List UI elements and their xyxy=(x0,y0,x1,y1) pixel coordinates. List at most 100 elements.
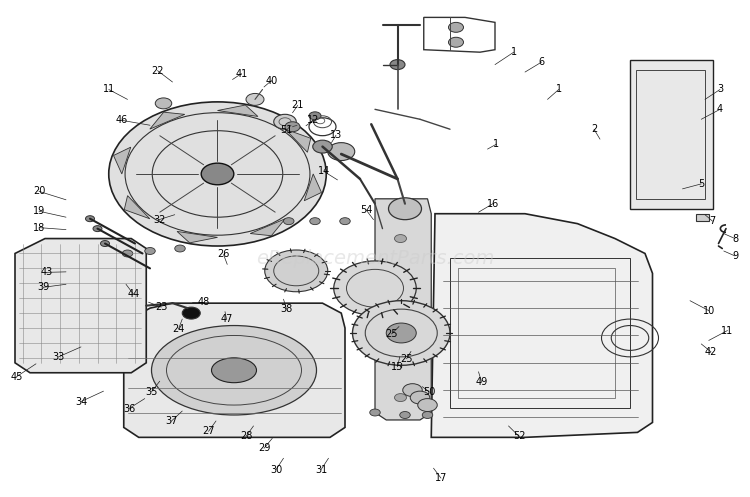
Circle shape xyxy=(394,274,406,282)
Text: 43: 43 xyxy=(40,267,53,277)
Polygon shape xyxy=(304,174,322,201)
Text: 39: 39 xyxy=(38,282,50,292)
Circle shape xyxy=(109,102,326,246)
Polygon shape xyxy=(696,214,709,221)
Polygon shape xyxy=(150,112,184,129)
Text: 28: 28 xyxy=(240,431,252,441)
Circle shape xyxy=(155,98,172,109)
Polygon shape xyxy=(375,199,431,420)
Text: 38: 38 xyxy=(280,304,292,314)
Text: 1: 1 xyxy=(556,84,562,94)
Text: 19: 19 xyxy=(33,206,45,216)
Circle shape xyxy=(352,301,450,365)
Text: 51: 51 xyxy=(280,125,292,135)
Text: 54: 54 xyxy=(360,205,372,215)
Bar xyxy=(636,70,705,199)
Circle shape xyxy=(394,314,406,322)
Text: 30: 30 xyxy=(270,465,282,475)
Text: 14: 14 xyxy=(318,166,330,176)
Circle shape xyxy=(422,412,433,418)
Polygon shape xyxy=(431,214,652,437)
Circle shape xyxy=(394,354,406,362)
Circle shape xyxy=(274,114,296,129)
Circle shape xyxy=(201,163,234,185)
Circle shape xyxy=(448,37,464,47)
Circle shape xyxy=(418,399,437,412)
Circle shape xyxy=(284,218,294,225)
Text: 3: 3 xyxy=(717,84,723,94)
Circle shape xyxy=(100,241,109,247)
Text: eReplacementParts.com: eReplacementParts.com xyxy=(256,249,494,268)
Text: 20: 20 xyxy=(33,186,45,196)
Circle shape xyxy=(182,307,200,319)
Circle shape xyxy=(448,22,464,32)
Text: 23: 23 xyxy=(155,302,167,312)
Text: 24: 24 xyxy=(172,324,184,334)
Text: 18: 18 xyxy=(33,223,45,233)
Text: 49: 49 xyxy=(476,377,488,387)
Text: 37: 37 xyxy=(165,416,177,426)
Text: 44: 44 xyxy=(128,289,140,299)
Text: 8: 8 xyxy=(732,234,738,244)
Text: 7: 7 xyxy=(710,216,716,226)
Text: 40: 40 xyxy=(266,76,278,85)
Text: 33: 33 xyxy=(53,352,64,362)
Circle shape xyxy=(403,384,422,397)
Text: 6: 6 xyxy=(538,57,544,67)
Text: 1: 1 xyxy=(511,47,517,57)
Text: 12: 12 xyxy=(308,115,320,125)
Polygon shape xyxy=(113,147,130,174)
Text: 9: 9 xyxy=(732,251,738,261)
Circle shape xyxy=(285,122,300,132)
Bar xyxy=(630,60,712,209)
Text: 15: 15 xyxy=(392,362,404,372)
Circle shape xyxy=(313,140,332,153)
Text: 46: 46 xyxy=(116,115,128,125)
Ellipse shape xyxy=(211,358,256,383)
Polygon shape xyxy=(177,232,218,243)
Polygon shape xyxy=(124,303,345,437)
Text: 10: 10 xyxy=(703,306,715,316)
Circle shape xyxy=(93,226,102,232)
Text: 22: 22 xyxy=(152,66,164,76)
Text: 34: 34 xyxy=(75,397,87,407)
Text: 36: 36 xyxy=(123,404,135,414)
Text: 50: 50 xyxy=(423,387,435,397)
Text: 17: 17 xyxy=(435,473,447,483)
Text: 25: 25 xyxy=(386,329,398,339)
Text: 52: 52 xyxy=(513,431,525,441)
Text: 42: 42 xyxy=(705,347,717,357)
Circle shape xyxy=(309,112,321,120)
Circle shape xyxy=(246,93,264,105)
Text: 31: 31 xyxy=(315,465,327,475)
Text: 1: 1 xyxy=(494,139,500,149)
Text: 48: 48 xyxy=(198,297,210,307)
Circle shape xyxy=(86,216,94,222)
Text: 27: 27 xyxy=(202,426,214,436)
Text: 4: 4 xyxy=(717,104,723,114)
Text: 25: 25 xyxy=(400,354,412,364)
Circle shape xyxy=(265,250,328,292)
Circle shape xyxy=(394,394,406,402)
Text: 47: 47 xyxy=(220,314,232,324)
Text: 29: 29 xyxy=(258,443,270,453)
Circle shape xyxy=(370,409,380,416)
Text: 41: 41 xyxy=(236,69,248,79)
Polygon shape xyxy=(251,219,285,236)
Circle shape xyxy=(122,250,133,257)
Polygon shape xyxy=(124,196,150,219)
Circle shape xyxy=(328,143,355,161)
Text: 26: 26 xyxy=(217,249,229,259)
Text: 11: 11 xyxy=(103,84,115,94)
Circle shape xyxy=(410,391,430,404)
Text: 5: 5 xyxy=(698,179,704,189)
Circle shape xyxy=(310,218,320,225)
Text: 16: 16 xyxy=(487,199,499,209)
Polygon shape xyxy=(285,129,310,152)
Circle shape xyxy=(145,248,155,254)
Text: 21: 21 xyxy=(292,100,304,110)
Bar xyxy=(458,268,615,398)
Circle shape xyxy=(175,245,185,252)
Circle shape xyxy=(394,235,406,243)
Text: 45: 45 xyxy=(10,372,22,382)
